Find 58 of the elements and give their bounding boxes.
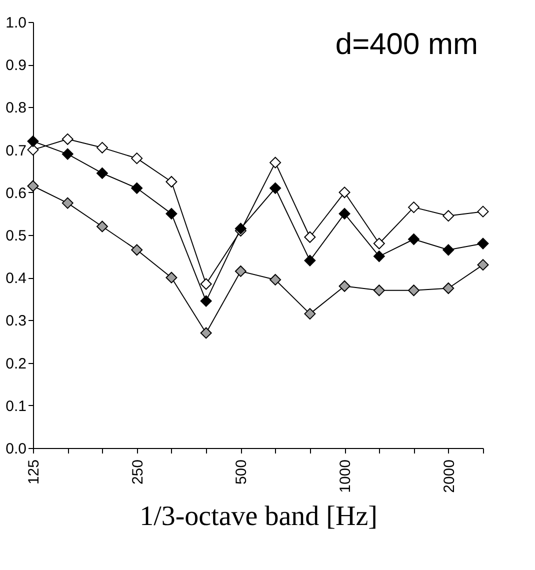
point (96, 142, 108, 154)
point (62, 197, 74, 209)
point (62, 148, 74, 160)
y-tick-label: 0.3 (6, 312, 26, 330)
point (96, 167, 108, 179)
point (166, 176, 178, 188)
x-axis-title: 1/3-octave band [Hz] (140, 500, 378, 532)
y-tick-label: 0.1 (6, 398, 26, 415)
point (408, 234, 420, 246)
point (442, 282, 454, 294)
x-tick-label: 1000 (337, 460, 354, 493)
point (27, 144, 39, 156)
point (442, 244, 454, 256)
point (304, 254, 316, 266)
point (270, 182, 282, 194)
point (166, 272, 178, 284)
point (200, 327, 212, 339)
point (338, 280, 350, 292)
y-tick-label: 0.0 (6, 440, 26, 458)
x-tick-label: 500 (233, 460, 250, 485)
point (131, 182, 143, 194)
y-tick-label: 0.8 (6, 100, 26, 117)
point (27, 136, 39, 148)
point (27, 180, 39, 192)
point (408, 284, 420, 296)
point (477, 259, 489, 271)
x-tick-label: 125 (26, 460, 42, 485)
point (270, 156, 282, 168)
point (131, 244, 143, 256)
point (442, 210, 454, 222)
point (304, 231, 316, 243)
point (338, 208, 350, 220)
point (131, 152, 143, 164)
annotation: d=400 mm (335, 28, 478, 61)
x-tick-label: 2000 (440, 460, 458, 493)
y-tick-label: 0.5 (6, 228, 26, 244)
point (270, 274, 282, 286)
point (96, 220, 108, 232)
point (62, 133, 74, 145)
point (477, 206, 489, 218)
point (338, 186, 350, 198)
point (477, 238, 489, 250)
point (166, 208, 178, 220)
y-tick-label: 0.4 (6, 270, 26, 288)
point (200, 278, 212, 290)
point (234, 265, 246, 277)
point (373, 250, 385, 262)
point (373, 284, 385, 296)
y-tick-label: 0.7 (6, 142, 26, 160)
y-tick-label: 1.0 (6, 14, 26, 32)
point (373, 238, 385, 250)
x-tick-label: 250 (129, 460, 146, 485)
point (304, 308, 316, 320)
y-tick-label: 0.6 (6, 184, 26, 202)
y-tick-label: 0.9 (6, 57, 26, 74)
point (200, 295, 212, 307)
point (408, 202, 420, 214)
y-tick-label: 0.2 (6, 355, 26, 372)
